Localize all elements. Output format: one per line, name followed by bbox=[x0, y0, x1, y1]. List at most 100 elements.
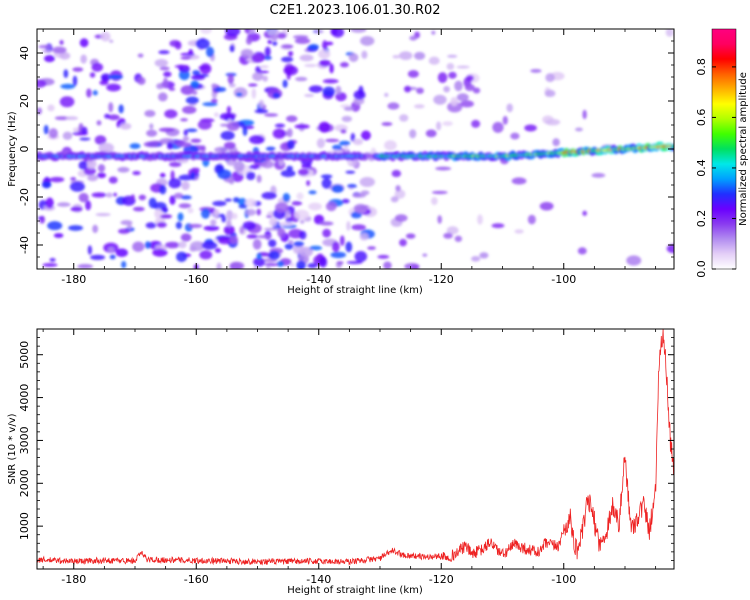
spectrogram-noise-blob bbox=[577, 247, 587, 255]
spectrogram-ytick-label: 20 bbox=[18, 94, 31, 108]
spectrogram-noise-blob bbox=[152, 248, 168, 257]
spectrogram-noise-blob bbox=[464, 83, 475, 92]
snr-xtick-label: -140 bbox=[306, 573, 331, 586]
spectrogram-noise-blob bbox=[170, 170, 175, 181]
spectrogram-noise-blob bbox=[85, 200, 92, 211]
figure-title: C2E1.2023.106.01.30.R02 bbox=[269, 3, 440, 18]
spectrogram-noise-blob bbox=[405, 233, 416, 239]
spectrogram-xtick-label: -140 bbox=[306, 273, 331, 286]
spectrogram-noise-blob bbox=[248, 83, 258, 87]
spectrogram-noise-blob bbox=[454, 235, 463, 242]
spectrogram-signal-core bbox=[671, 144, 674, 149]
snr-ytick-label: 5000 bbox=[18, 341, 31, 369]
spectrogram-noise-blob bbox=[308, 44, 319, 50]
spectrogram-noise-blob bbox=[104, 113, 111, 119]
spectrogram-noise-blob bbox=[359, 232, 369, 241]
spectrogram-noise-blob bbox=[43, 124, 49, 135]
spectrogram-noise-blob bbox=[185, 96, 199, 105]
spectrogram-noise-blob bbox=[264, 46, 271, 57]
spectrogram-noise-blob bbox=[471, 119, 481, 128]
spectrogram-noise-blob bbox=[262, 75, 268, 82]
spectrogram-noise-blob bbox=[443, 232, 453, 239]
spectrogram-noise-blob bbox=[240, 48, 254, 58]
spectrogram-noise-blob bbox=[202, 102, 218, 107]
colorbar-tick-label: 0.4 bbox=[695, 159, 708, 177]
spectrogram-noise-blob bbox=[411, 264, 420, 269]
spectrogram-noise-blob bbox=[197, 119, 212, 130]
snr-ytick-label: 2000 bbox=[18, 469, 31, 497]
spectrogram-noise-blob bbox=[264, 113, 279, 117]
spectrogram-noise-blob bbox=[78, 192, 89, 203]
spectrogram-noise-blob bbox=[109, 39, 114, 43]
spectrogram-noise-blob bbox=[437, 215, 442, 224]
spectrogram-noise-blob bbox=[256, 174, 262, 183]
spectrogram-noise-blob bbox=[49, 176, 65, 183]
spectrogram-noise-blob bbox=[248, 164, 260, 170]
spectrogram-noise-blob bbox=[261, 191, 277, 200]
spectrogram-noise-blob bbox=[331, 29, 345, 38]
spectrogram-noise-blob bbox=[256, 208, 261, 216]
snr-xtick-label: -160 bbox=[184, 573, 209, 586]
spectrogram-noise-blob bbox=[186, 128, 198, 133]
spectrogram-noise-blob bbox=[456, 93, 469, 102]
spectrogram-noise-blob bbox=[591, 173, 606, 178]
spectrogram-noise-blob bbox=[281, 44, 294, 49]
spectrogram-noise-blob bbox=[409, 129, 417, 139]
spectrogram-noise-blob bbox=[245, 171, 256, 181]
spectrogram-noise-blob bbox=[394, 214, 408, 222]
spectrogram-xlabel: Height of straight line (km) bbox=[287, 285, 423, 296]
spectrogram-noise-blob bbox=[352, 193, 366, 198]
spectrogram-noise-blob bbox=[256, 253, 262, 260]
spectrogram-noise-blob bbox=[472, 87, 481, 94]
spectrogram-noise-blob bbox=[105, 192, 113, 198]
spectrogram-noise-blob bbox=[276, 261, 285, 268]
spectrogram-noise-blob bbox=[249, 135, 265, 145]
spectrogram-noise-blob bbox=[265, 146, 276, 151]
spectrogram-noise-blob bbox=[350, 29, 367, 33]
spectrogram-noise-blob bbox=[145, 222, 157, 229]
spectrogram-noise-blob bbox=[263, 227, 280, 231]
spectrogram-noise-blob bbox=[192, 70, 201, 76]
spectrogram-noise-blob bbox=[121, 261, 127, 269]
spectrogram-noise-blob bbox=[414, 51, 426, 60]
spectrogram-noise-blob bbox=[539, 201, 554, 211]
spectrogram-noise-blob bbox=[272, 128, 286, 139]
spectrogram-noise-blob bbox=[284, 243, 294, 250]
spectrogram-noise-blob bbox=[309, 245, 323, 251]
snr-ylabel: SNR (10 * v/v) bbox=[7, 413, 18, 484]
spectrogram-noise-blob bbox=[178, 174, 194, 181]
spectrogram-noise-blob bbox=[343, 106, 354, 111]
snr-ytick-label: 4000 bbox=[18, 384, 31, 412]
spectrogram-noise-blob bbox=[506, 103, 513, 113]
spectrogram-noise-blob bbox=[213, 86, 227, 93]
spectrogram-noise-blob bbox=[339, 235, 345, 246]
spectrogram-noise-blob bbox=[314, 29, 324, 34]
spectrogram-noise-blob bbox=[341, 115, 353, 122]
spectrogram-noise-blob bbox=[44, 55, 56, 63]
spectrogram-noise-blob bbox=[307, 263, 318, 269]
spectrogram-noise-blob bbox=[321, 178, 332, 189]
spectrogram-noise-blob bbox=[106, 83, 121, 92]
spectrogram-noise-blob bbox=[60, 83, 76, 90]
spectrogram-noise-blob bbox=[319, 59, 331, 67]
spectrogram-noise-blob bbox=[201, 241, 218, 250]
spectrogram-noise-blob bbox=[272, 92, 281, 99]
spectrogram-noise-blob bbox=[47, 221, 63, 231]
snr-axes: -180 -160 -140 -120 -100 1000 2000 3000 4000 5000 bbox=[18, 328, 674, 586]
spectrogram-noise-blob bbox=[308, 202, 322, 211]
spectrogram-noise-blob bbox=[431, 197, 438, 206]
spectrogram-noise-blob bbox=[54, 116, 70, 121]
snr-xtick-label: -120 bbox=[429, 573, 454, 586]
spectrogram-noise-blob bbox=[524, 124, 537, 132]
spectrogram-noise-blob bbox=[235, 92, 243, 97]
spectrogram-noise-blob bbox=[83, 166, 96, 176]
spectrogram-noise-blob bbox=[272, 41, 278, 46]
spectrogram-noise-blob bbox=[575, 127, 583, 132]
spectrogram-noise-blob bbox=[158, 92, 168, 102]
spectrogram-noise-blob bbox=[180, 85, 195, 95]
spectrogram-noise-blob bbox=[330, 251, 347, 259]
spectrogram-noise-blob bbox=[283, 65, 298, 76]
spectrogram-noise-blob bbox=[180, 52, 196, 56]
spectrogram-noise-blob bbox=[293, 241, 305, 247]
spectrogram-noise-blob bbox=[545, 118, 561, 126]
